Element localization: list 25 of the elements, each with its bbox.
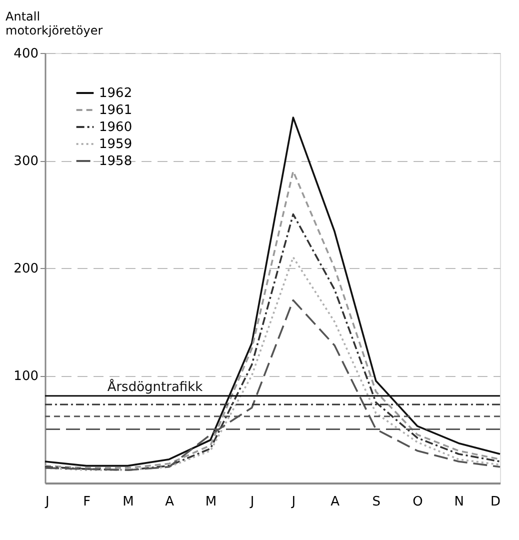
x-tick-label: S (372, 494, 381, 510)
x-tick-label: M (122, 494, 134, 510)
legend-label: 1959 (99, 137, 132, 152)
line-series (44, 299, 501, 471)
legend-label: 1961 (99, 103, 132, 118)
x-tick-label: F (83, 494, 91, 510)
y-axis-title: Antall motorkjöretöyer (6, 10, 103, 38)
y-tick-label: 400 (14, 46, 38, 62)
legend-label: 1958 (99, 154, 132, 169)
x-tick-label: A (330, 494, 340, 510)
x-tick-label: O (412, 494, 423, 510)
x-tick-label: J (290, 494, 296, 510)
y-tick-label: 100 (14, 369, 38, 384)
x-tick-label: J (44, 494, 50, 510)
y-tick-label: 200 (14, 262, 38, 276)
ref-line-label: Årsdögntrafikk (107, 378, 204, 395)
legend-label: 1962 (99, 86, 132, 101)
x-tick-label: N (454, 494, 464, 510)
line-series (44, 116, 501, 467)
x-tick-label: A (165, 494, 174, 510)
x-tick-label: J (249, 494, 254, 510)
y-tick-label: 300 (14, 154, 38, 169)
x-tick-label: M (205, 494, 217, 510)
legend-label: 1960 (99, 120, 132, 135)
x-tick-label: D (490, 494, 500, 510)
